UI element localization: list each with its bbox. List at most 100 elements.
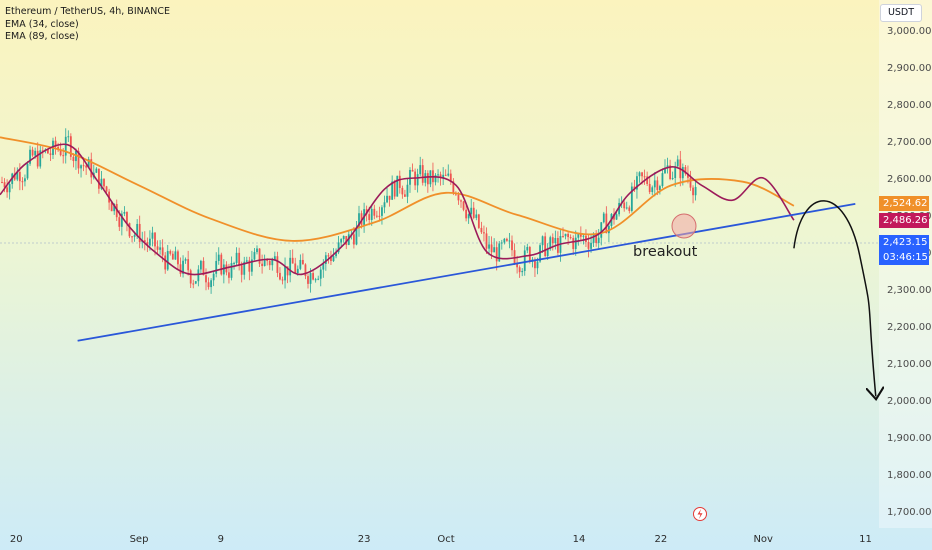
candle-body bbox=[345, 235, 348, 245]
candle-body bbox=[251, 259, 253, 272]
x-tick-label: Sep bbox=[130, 534, 149, 545]
candle-body bbox=[177, 251, 179, 265]
candle-body bbox=[426, 173, 429, 185]
last-price-tag: 2,423.15 03:46:15 bbox=[879, 235, 929, 265]
candle-body bbox=[386, 195, 388, 203]
candle-body bbox=[523, 250, 526, 271]
candle-body bbox=[615, 214, 618, 220]
candle-body bbox=[513, 250, 516, 264]
currency-button[interactable]: USDT bbox=[880, 4, 922, 22]
candle-body bbox=[358, 213, 360, 229]
candle-body bbox=[238, 252, 241, 266]
ema-89-line bbox=[0, 136, 795, 242]
candle-body bbox=[495, 247, 498, 262]
candle-body bbox=[674, 166, 677, 179]
y-tick-label: 1,900.00 bbox=[887, 433, 932, 444]
candle-body bbox=[13, 173, 16, 180]
candle-body bbox=[299, 259, 302, 269]
candle-body bbox=[302, 259, 304, 265]
candle-body bbox=[630, 186, 633, 211]
x-tick-label: 22 bbox=[655, 534, 668, 545]
candle-body bbox=[205, 275, 207, 283]
candle-body bbox=[404, 194, 406, 197]
candle-body bbox=[370, 208, 373, 220]
candle-body bbox=[602, 213, 605, 223]
candle-body bbox=[128, 223, 131, 237]
ema-89-legend[interactable]: EMA (89, close) bbox=[5, 31, 79, 42]
candle-body bbox=[477, 214, 480, 228]
candle-body bbox=[551, 237, 554, 244]
candle-body bbox=[24, 178, 26, 182]
ema-34-legend[interactable]: EMA (34, close) bbox=[5, 18, 79, 30]
candle-body bbox=[595, 234, 598, 243]
candle-body bbox=[307, 276, 309, 284]
candle-body bbox=[470, 207, 473, 215]
candle-body bbox=[136, 223, 139, 236]
candle-body bbox=[169, 251, 172, 254]
candle-body bbox=[577, 233, 580, 238]
candle-body bbox=[335, 252, 337, 257]
candle-body bbox=[373, 208, 376, 216]
ema-34-line bbox=[0, 143, 795, 276]
candle-body bbox=[483, 232, 485, 234]
trendline[interactable] bbox=[77, 203, 856, 342]
candle-body bbox=[98, 168, 100, 189]
candle-body bbox=[156, 246, 159, 250]
candle-body bbox=[330, 256, 332, 262]
candle-body bbox=[85, 165, 88, 168]
y-tick-label: 2,800.00 bbox=[887, 100, 932, 111]
candle-body bbox=[355, 228, 358, 245]
ema-89-price-tag: 2,524.62 bbox=[879, 196, 929, 211]
candle-body bbox=[534, 259, 536, 269]
candle-body bbox=[590, 242, 592, 249]
candle-body bbox=[475, 214, 478, 218]
candle-body bbox=[457, 194, 460, 201]
candle-body bbox=[248, 260, 251, 272]
candle-body bbox=[391, 181, 394, 200]
candle-body bbox=[692, 187, 694, 196]
candle-body bbox=[233, 262, 235, 264]
candle-body bbox=[202, 260, 205, 276]
candle-body bbox=[80, 165, 82, 169]
y-tick-label: 2,100.00 bbox=[887, 359, 932, 370]
x-tick-label: 11 bbox=[859, 534, 872, 545]
symbol-title[interactable]: Ethereum / TetherUS, 4h, BINANCE bbox=[5, 6, 170, 17]
candle-body bbox=[518, 267, 521, 273]
candle-body bbox=[171, 253, 174, 260]
candle-body bbox=[541, 236, 544, 246]
x-tick-label: 23 bbox=[358, 534, 371, 545]
x-axis[interactable]: 20Sep923Oct1422Nov1119 bbox=[10, 534, 932, 545]
candle-body bbox=[472, 207, 475, 218]
candle-body bbox=[207, 282, 210, 288]
candle-body bbox=[47, 149, 49, 154]
candle-body bbox=[661, 173, 664, 187]
candle-body bbox=[375, 215, 378, 217]
candle-body bbox=[572, 238, 575, 250]
candle-body bbox=[57, 146, 59, 150]
candle-body bbox=[579, 233, 582, 237]
last-price-value: 2,423.15 bbox=[883, 237, 928, 248]
candle-body bbox=[64, 136, 67, 156]
candle-body bbox=[143, 240, 146, 243]
candle-body bbox=[286, 266, 289, 276]
candle-body bbox=[452, 181, 455, 193]
candle-body bbox=[123, 212, 126, 214]
x-tick-label: 9 bbox=[218, 534, 224, 545]
candle-body bbox=[388, 195, 391, 200]
candle-body bbox=[189, 270, 192, 284]
candle-body bbox=[539, 245, 541, 262]
candle-body bbox=[194, 281, 197, 284]
candle-body bbox=[511, 240, 513, 251]
candle-body bbox=[6, 187, 8, 193]
candle-body bbox=[322, 263, 325, 270]
candle-body bbox=[220, 254, 223, 275]
candle-body bbox=[638, 172, 641, 177]
candle-body bbox=[687, 173, 689, 178]
candle-body bbox=[485, 233, 488, 249]
candle-body bbox=[684, 167, 687, 174]
candle-body bbox=[228, 272, 230, 278]
candle-body bbox=[133, 235, 136, 237]
candle-body bbox=[90, 159, 93, 178]
